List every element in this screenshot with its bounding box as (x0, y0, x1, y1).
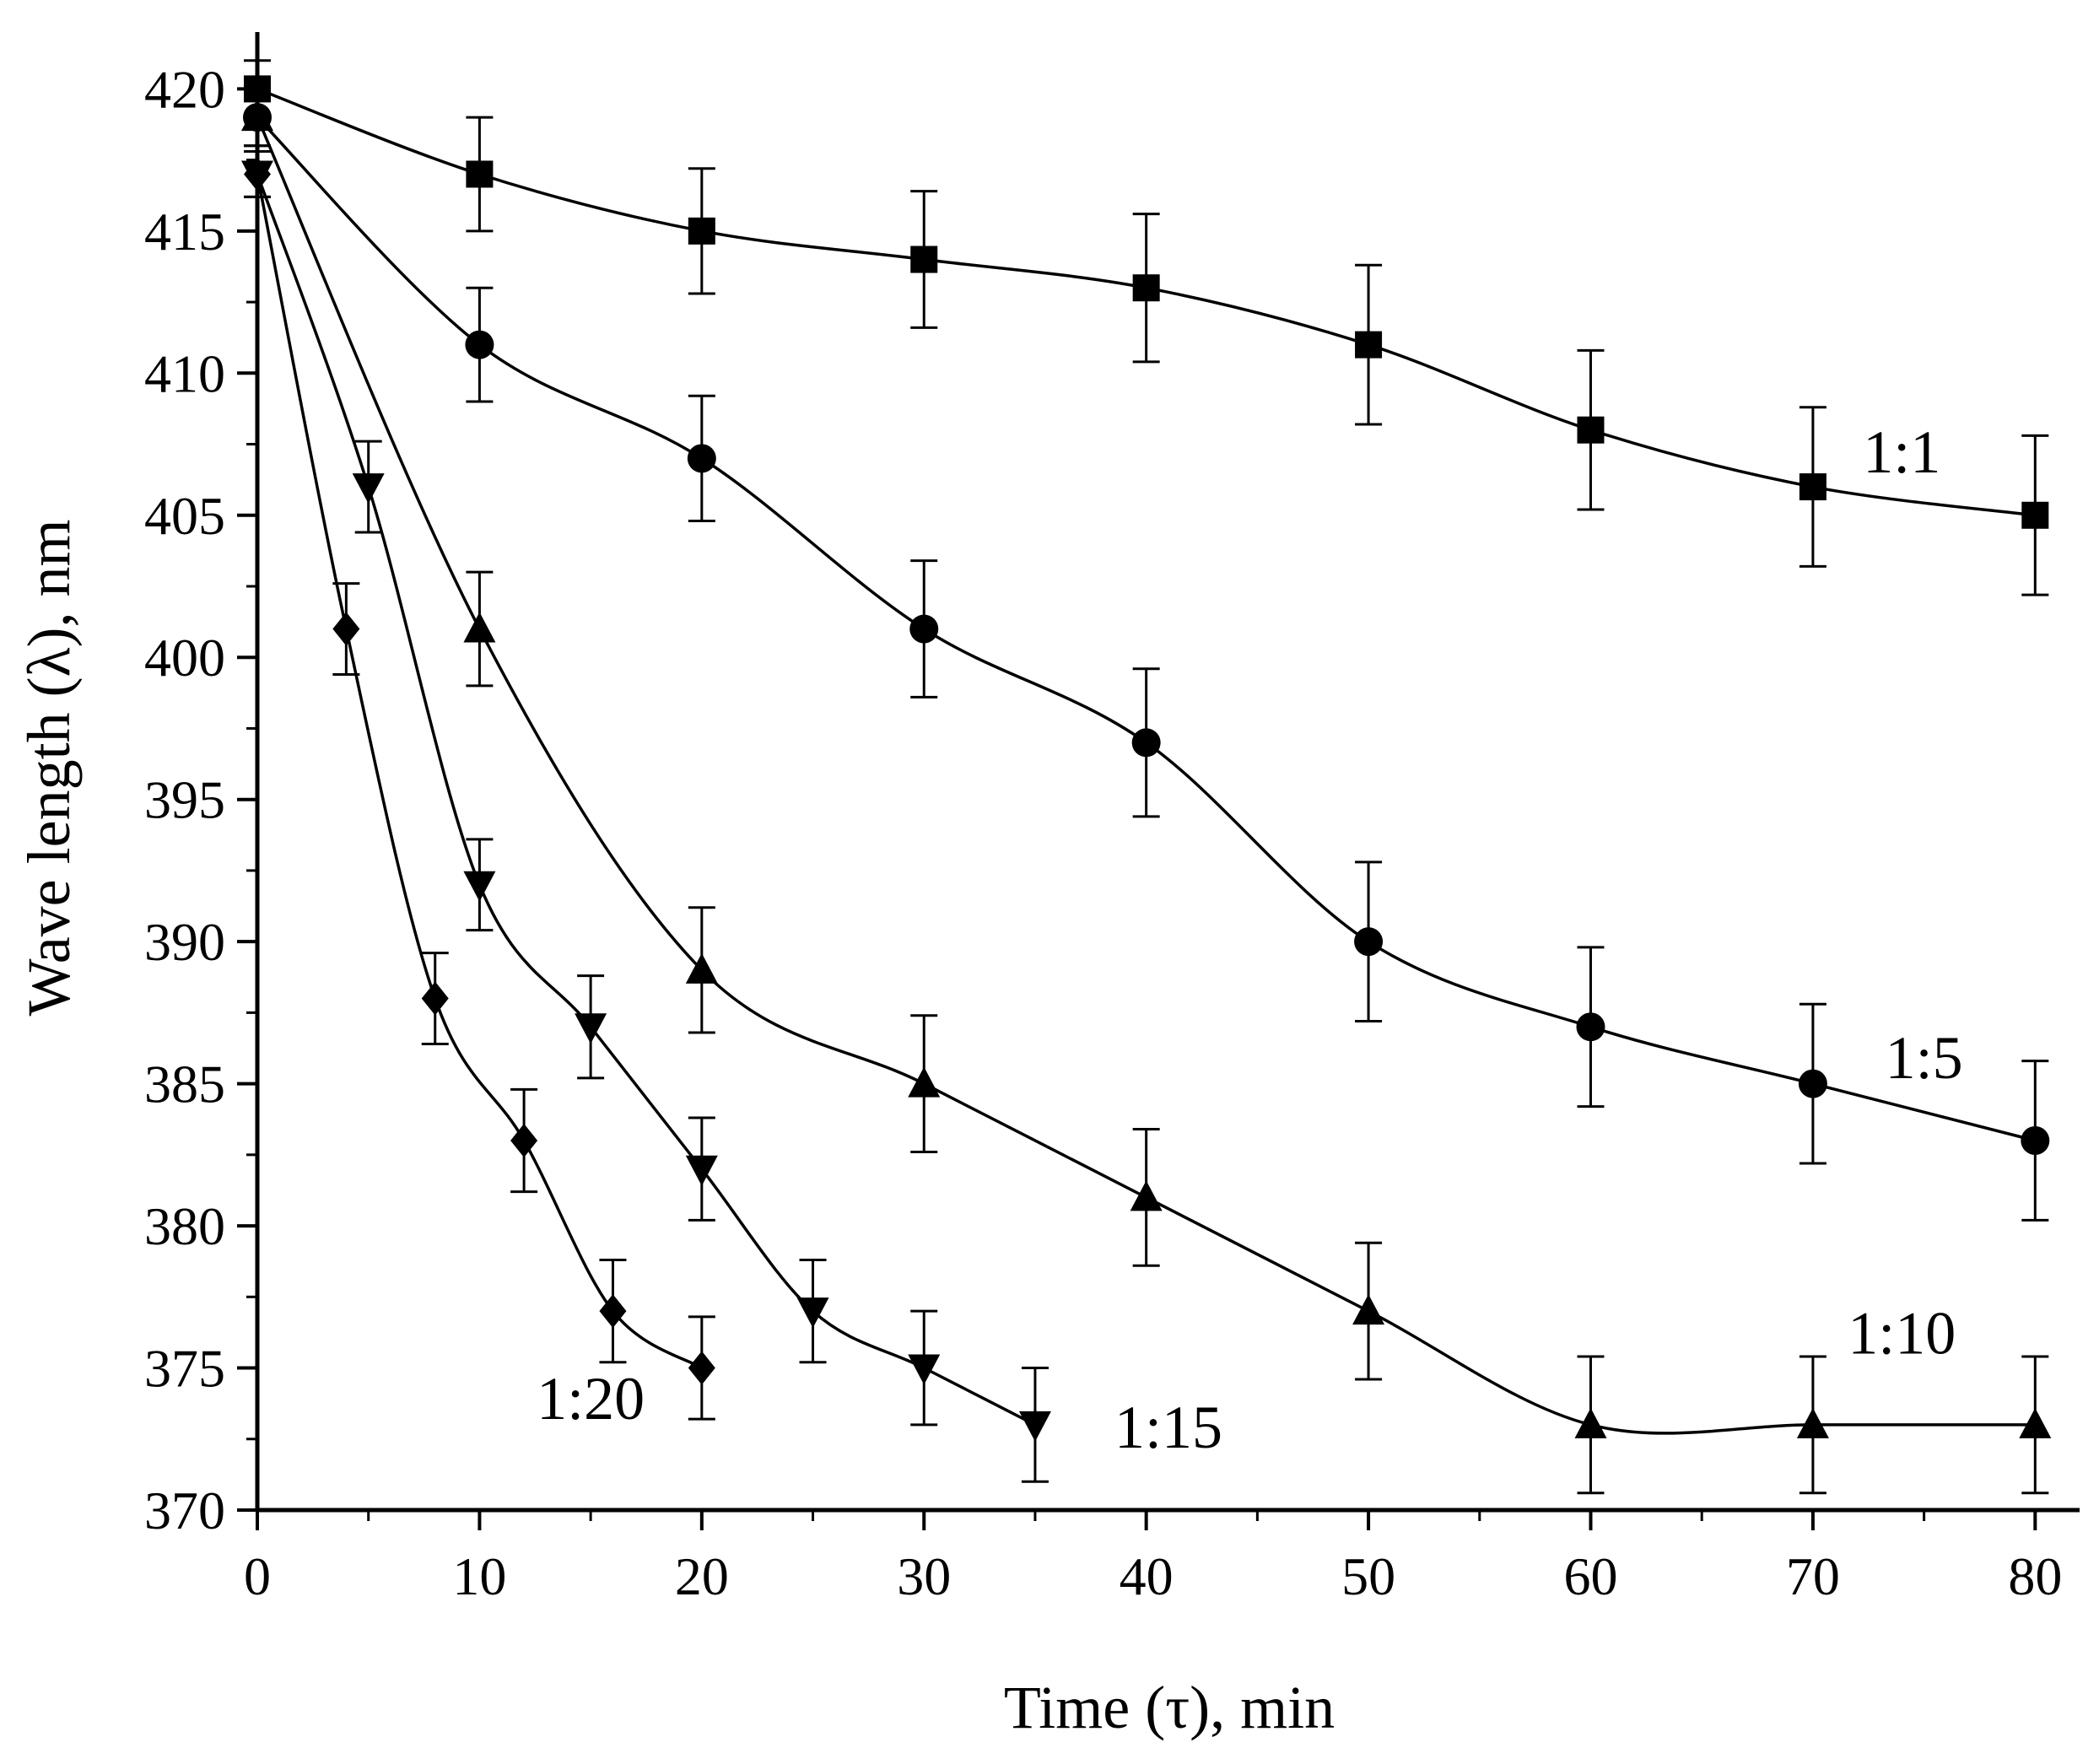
triangle-down-marker (575, 1013, 607, 1044)
data-markers (241, 75, 2052, 1442)
triangle-down-marker (796, 1297, 829, 1329)
x-axis-title: Time (τ), min (1004, 1674, 1335, 1741)
y-tick-label: 415 (144, 202, 225, 262)
y-tick-label: 395 (144, 770, 225, 830)
circle-marker (1576, 1012, 1605, 1042)
square-marker (2021, 501, 2049, 529)
triangle-down-marker (352, 473, 385, 504)
x-tick-label: 70 (1786, 1546, 1840, 1606)
triangle-up-marker (241, 100, 273, 132)
triangle-down-marker (685, 1155, 718, 1186)
y-tick-label: 370 (144, 1481, 225, 1540)
diamond-marker (244, 157, 271, 192)
y-axis-title: Wave length (λ), nm (15, 520, 83, 1017)
y-tick-label: 380 (144, 1196, 225, 1256)
square-marker (688, 217, 715, 245)
x-tick-label: 30 (897, 1546, 951, 1606)
triangle-up-marker (1130, 1180, 1163, 1211)
triangle-down-marker (463, 871, 496, 902)
x-tick-label: 80 (2008, 1546, 2062, 1606)
triangle-down-marker (908, 1354, 941, 1385)
y-tick-label: 410 (144, 343, 225, 403)
series-label-1-5: 1:5 (1886, 1024, 1963, 1092)
diamond-marker (421, 981, 449, 1016)
series-curve-1-5 (256, 116, 2036, 1142)
circle-marker (687, 444, 716, 473)
square-marker (910, 245, 938, 273)
y-tick-label: 390 (144, 912, 225, 972)
circle-marker (909, 614, 939, 644)
triangle-up-marker (2019, 1407, 2052, 1438)
series-labels: 1:1 1:5 1:10 1:15 1:20 (537, 418, 1963, 1461)
series-label-1-20: 1:20 (537, 1365, 645, 1432)
diamond-marker (688, 1351, 715, 1385)
series-curve-1-15 (256, 173, 1036, 1427)
x-tick-label: 20 (675, 1546, 729, 1606)
x-tick-label: 10 (452, 1546, 506, 1606)
square-marker (1355, 331, 1383, 359)
square-marker (1132, 274, 1160, 302)
circle-marker (465, 330, 494, 359)
x-tick-label: 50 (1341, 1546, 1395, 1606)
y-tick-label: 375 (144, 1339, 225, 1399)
y-tick-label: 405 (144, 486, 225, 546)
circle-marker (1131, 728, 1161, 758)
diamond-marker (510, 1124, 538, 1157)
triangle-up-marker (908, 1066, 941, 1098)
triangle-up-marker (1796, 1407, 1829, 1438)
circle-marker (1798, 1069, 1827, 1098)
triangle-up-marker (685, 952, 718, 984)
square-marker (1799, 473, 1827, 501)
x-tick-label: 0 (244, 1546, 271, 1606)
triangle-up-marker (463, 612, 496, 643)
series-label-1-10: 1:10 (1848, 1300, 1956, 1368)
y-tick-label: 400 (144, 628, 225, 688)
y-tick-label: 420 (144, 59, 225, 119)
diamond-marker (599, 1294, 627, 1329)
triangle-up-marker (1352, 1294, 1385, 1325)
circle-marker (1354, 927, 1384, 957)
axes: 0 10 20 30 40 50 60 70 80 370 375 380 385 390 395 400 40… (144, 32, 2080, 1606)
x-tick-label: 40 (1120, 1546, 1174, 1606)
series-label-1-1: 1:1 (1863, 418, 1940, 486)
square-marker (1577, 416, 1605, 444)
diamond-marker (332, 612, 360, 646)
x-tick-label: 60 (1563, 1546, 1617, 1606)
square-marker (244, 75, 271, 103)
y-tick-label: 385 (144, 1055, 225, 1114)
triangle-down-marker (1018, 1411, 1051, 1442)
triangle-up-marker (1574, 1407, 1607, 1438)
circle-marker (2021, 1126, 2050, 1155)
series-label-1-15: 1:15 (1114, 1394, 1222, 1461)
square-marker (466, 160, 494, 188)
